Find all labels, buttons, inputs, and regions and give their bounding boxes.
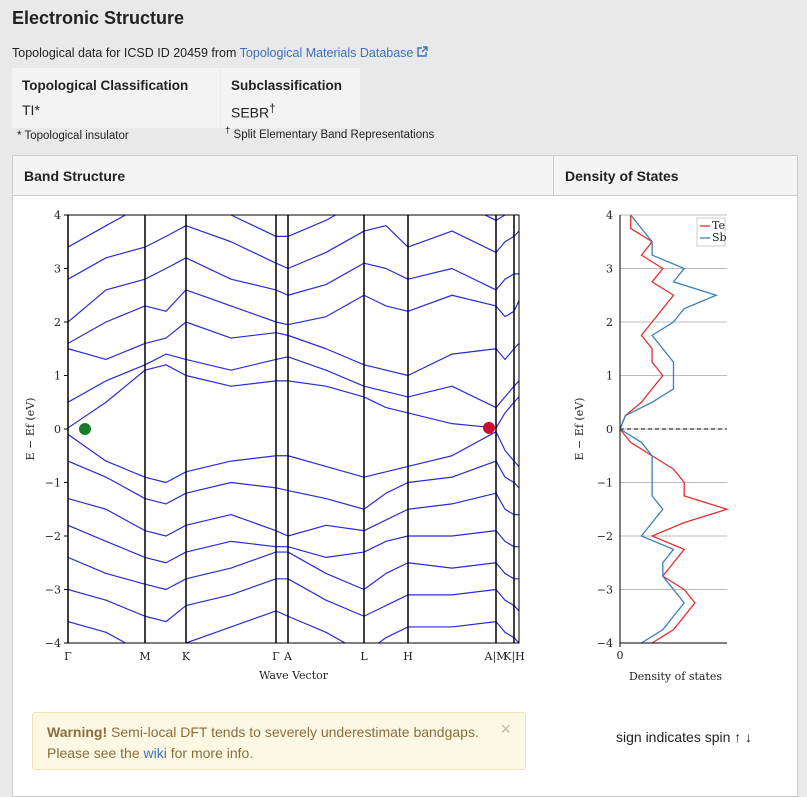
warning-tail: for more info.: [170, 745, 254, 761]
band: [68, 321, 519, 377]
x-tick-label: L: [360, 650, 368, 663]
y-tick-label: −2: [597, 530, 613, 543]
wiki-link[interactable]: wiki: [143, 745, 167, 761]
class-value: TI*: [22, 102, 40, 118]
y-tick-label: −3: [597, 584, 613, 597]
band: [68, 364, 519, 429]
x-tick-label: K: [182, 650, 191, 663]
x-axis-label: Density of states: [629, 670, 722, 683]
band: [68, 215, 507, 248]
warning: Warning! Semi-local DFT tends to severel…: [32, 712, 526, 770]
source-link[interactable]: Topological Materials Database: [239, 46, 414, 60]
x-tick-label: A: [283, 650, 293, 663]
class-header: Topological Classification: [22, 78, 189, 93]
band: [68, 257, 519, 323]
band: [68, 289, 519, 344]
band: [68, 610, 519, 643]
band-lines: [68, 215, 519, 643]
y-tick-label: −4: [45, 637, 61, 650]
panel-header: Band Structure: [13, 156, 554, 196]
x-tick-label: K|H: [503, 650, 525, 664]
note: † Split Elementary Band Representations: [225, 125, 434, 141]
y-tick-label: 1: [606, 370, 613, 383]
dagger: †: [269, 102, 276, 115]
plot-frame: [67, 214, 520, 644]
y-tick-label: 1: [54, 370, 61, 383]
band: [68, 431, 519, 484]
y-tick-label: −1: [597, 477, 613, 490]
band: [68, 551, 519, 591]
x-tick-label: 0: [617, 649, 624, 662]
band: [68, 225, 519, 280]
y-tick-label: −2: [45, 530, 61, 543]
band: [68, 524, 519, 564]
y-tick-label: 2: [606, 316, 613, 329]
y-tick-label: 3: [54, 263, 61, 276]
warning-strong: Warning!: [47, 724, 108, 740]
subclass-cell: Subclassification SEBR†: [221, 68, 360, 128]
external-icon: [417, 46, 428, 57]
y-tick-label: −1: [45, 477, 61, 490]
band: [68, 578, 519, 623]
subclass-value: SEBR†: [231, 102, 276, 121]
x-axis-label: Wave Vector: [259, 669, 329, 682]
x-tick-label: A|M: [484, 650, 508, 664]
page-title: Electronic Structure: [12, 8, 185, 28]
band: [68, 460, 519, 510]
y-tick-label: 3: [606, 263, 613, 276]
x-tick-label: M: [139, 650, 150, 663]
y-tick-label: 4: [606, 209, 613, 222]
legend-label: Sb: [712, 231, 727, 244]
y-tick-label: 2: [54, 316, 61, 329]
class-cell: Topological Classification TI*: [12, 68, 220, 128]
marker: [483, 421, 495, 434]
dagger: †: [225, 125, 231, 136]
y-tick-label: 0: [606, 423, 613, 436]
source-prefix: Topological data for ICSD ID 20459 from: [12, 46, 237, 60]
x-tick-label: H: [403, 650, 413, 663]
close-button[interactable]: ×: [500, 719, 511, 739]
y-tick-label: 0: [54, 423, 61, 436]
y-axis-label: E − Ef (eV): [24, 398, 37, 461]
note-text: Split Elementary Band Representations: [233, 128, 435, 141]
spin-note: sign indicates spin ↑ ↓: [616, 729, 753, 745]
y-tick-label: −3: [45, 584, 61, 597]
band: [68, 492, 519, 537]
subclass-header: Subclassification: [231, 78, 343, 93]
subclass-text: SEBR: [231, 104, 270, 121]
y-tick-label: −4: [597, 637, 613, 650]
x-tick-label: Γ: [64, 650, 72, 663]
y-tick-label: 4: [54, 209, 61, 222]
y-axis-label: E − Ef (eV): [573, 398, 586, 461]
note: * Topological insulator: [17, 130, 129, 142]
marker: [79, 423, 91, 435]
warning-text: Semi-local DFT tends to severely underes…: [47, 724, 479, 761]
legend-box: [696, 217, 726, 247]
panel-header: Density of States: [554, 156, 797, 196]
source-line: Topological data for ICSD ID 20459 from …: [12, 46, 429, 60]
x-tick-label: Γ: [272, 650, 280, 663]
band: [68, 353, 519, 409]
legend-label: Te: [712, 219, 725, 232]
